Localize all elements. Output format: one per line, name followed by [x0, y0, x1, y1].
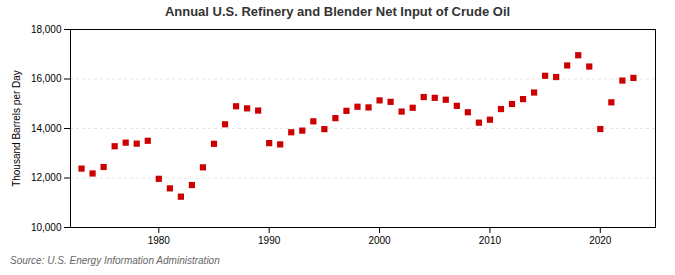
html-text:Source: U.S. Energy Informatio: Source: U.S. Energy Information Administ…	[10, 255, 220, 266]
svg-text:16,000: 16,000	[31, 73, 62, 84]
svg-text:18,000: 18,000	[31, 24, 62, 35]
svg-text:2020: 2020	[589, 235, 612, 246]
svg-text:12,000: 12,000	[31, 172, 62, 183]
svg-text:10,000: 10,000	[31, 222, 62, 233]
svg-text:Thousand Barrels per Day: Thousand Barrels per Day	[11, 70, 22, 187]
svg-text:2000: 2000	[368, 235, 391, 246]
svg-text:14,000: 14,000	[31, 123, 62, 134]
html-text:Annual U.S. Refinery and Blend: Annual U.S. Refinery and Blender Net Inp…	[164, 4, 511, 19]
svg-text:2010: 2010	[479, 235, 502, 246]
svg-text:1980: 1980	[148, 235, 171, 246]
svg-text:1990: 1990	[258, 235, 281, 246]
